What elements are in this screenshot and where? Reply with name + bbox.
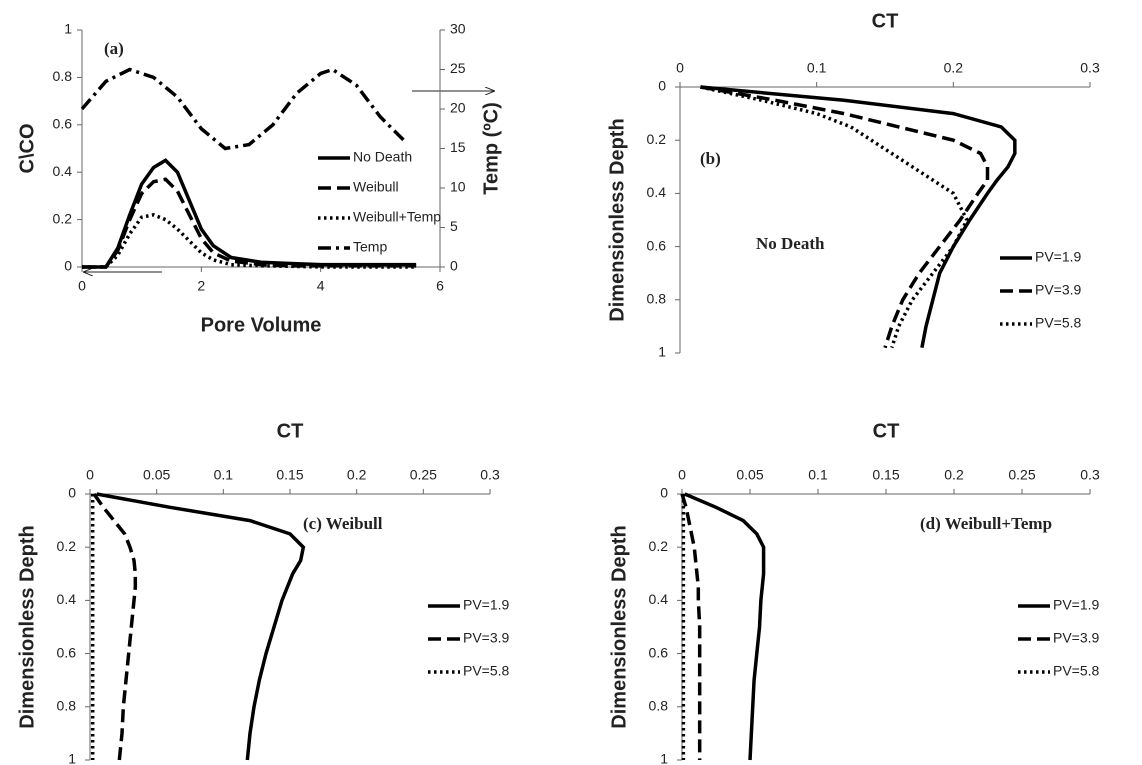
y-tick-label: 0.6	[649, 644, 669, 660]
series-line	[82, 177, 417, 269]
x-tick-label: 0.15	[872, 467, 899, 483]
annotation: (b)	[700, 149, 721, 168]
y2-tick-label: 10	[450, 179, 466, 195]
x-tick-label: 0.2	[944, 60, 964, 76]
y-tick-label: 0	[68, 485, 76, 501]
x-tick-label: 0.2	[347, 467, 367, 483]
y-tick-label: 0.8	[649, 698, 669, 714]
y2-axis-label: Temp (ºC)	[480, 102, 502, 194]
x-tick-label: 0	[78, 278, 86, 294]
x-tick-label: 0.3	[480, 467, 500, 483]
y-tick-label: 0.8	[57, 698, 77, 714]
x-axis-label: CT	[277, 420, 304, 442]
legend-label: Weibull	[353, 179, 399, 195]
y-tick-label: 0.4	[647, 184, 667, 200]
x-tick-label: 0.1	[214, 467, 234, 483]
x-tick-label: 0	[676, 60, 684, 76]
y-tick-label: 0.2	[647, 131, 667, 147]
y2-tick-label: 25	[450, 60, 466, 76]
x-tick-label: 0	[86, 467, 94, 483]
series-line	[700, 85, 1017, 349]
legend-label: PV=1.9	[463, 597, 510, 613]
y-tick-label: 0.8	[53, 68, 73, 84]
x-tick-label: 0.25	[1008, 467, 1035, 483]
y-tick-label: 0.6	[57, 644, 77, 660]
legend-label: PV=3.9	[1053, 630, 1100, 646]
series-line	[82, 158, 417, 269]
x-tick-label: 2	[197, 278, 205, 294]
x-tick-label: 0.3	[1080, 60, 1100, 76]
annotation: (a)	[104, 39, 124, 58]
y2-tick-label: 0	[450, 258, 458, 274]
x-tick-label: 6	[436, 278, 444, 294]
series-line	[700, 85, 990, 349]
y-tick-label: 1	[64, 21, 72, 37]
y2-tick-label: 15	[450, 139, 466, 155]
y-tick-label: 0	[658, 78, 666, 94]
legend-label: PV=3.9	[1035, 282, 1082, 298]
y-tick-label: 1	[68, 751, 76, 765]
y-tick-label: 0	[660, 485, 668, 501]
y-tick-label: 0.6	[53, 116, 73, 132]
x-tick-label: 4	[317, 278, 325, 294]
y-tick-label: 0.2	[57, 538, 77, 554]
y-tick-label: 0	[64, 258, 72, 274]
legend-label: No Death	[353, 149, 412, 165]
legend-label: PV=5.8	[463, 663, 510, 679]
legend-label: PV=1.9	[1035, 249, 1082, 265]
legend-label: PV=3.9	[463, 630, 510, 646]
series-line	[92, 492, 138, 761]
x-tick-label: 0.1	[807, 60, 827, 76]
x-axis-label: CT	[873, 420, 900, 442]
x-tick-label: 0.1	[808, 467, 828, 483]
y-tick-label: 0.2	[53, 210, 73, 226]
y2-tick-label: 20	[450, 100, 466, 116]
legend-label: Temp	[353, 239, 387, 255]
y-axis-label: C\CO	[16, 124, 38, 174]
x-tick-label: 0.05	[736, 467, 763, 483]
series-line	[700, 85, 969, 349]
annotation: No Death	[756, 234, 825, 253]
y-axis-label: Dimensionless Depth	[608, 525, 630, 728]
y-tick-label: 0.2	[649, 538, 669, 554]
x-tick-label: 0.05	[143, 467, 170, 483]
y-tick-label: 0.8	[647, 291, 667, 307]
legend-label: PV=1.9	[1053, 597, 1100, 613]
x-tick-label: 0.25	[410, 467, 437, 483]
y2-tick-label: 5	[450, 218, 458, 234]
y-tick-label: 0.4	[649, 591, 669, 607]
x-tick-label: 0.3	[1080, 467, 1100, 483]
annotation: (c) Weibull	[303, 514, 383, 533]
y-tick-label: 0.6	[647, 237, 667, 253]
legend-label: Weibull+Temp	[353, 209, 441, 225]
x-tick-label: 0	[678, 467, 686, 483]
legend-label: PV=5.8	[1053, 663, 1100, 679]
y-tick-label: 1	[660, 751, 668, 765]
series-line	[684, 492, 766, 761]
x-axis-label: CT	[872, 10, 899, 32]
legend-label: PV=5.8	[1035, 315, 1082, 331]
x-axis-label: Pore Volume	[201, 314, 322, 336]
series-line	[82, 213, 417, 269]
y-tick-label: 0.4	[57, 591, 77, 607]
y-axis-label: Dimensionless Depth	[606, 118, 628, 321]
y-tick-label: 0.4	[53, 163, 73, 179]
y2-tick-label: 30	[450, 21, 466, 37]
y-axis-label: Dimensionless Depth	[16, 525, 38, 728]
annotation: (d) Weibull+Temp	[920, 514, 1052, 533]
series-line	[96, 492, 306, 761]
series-line	[80, 67, 406, 151]
x-tick-label: 0.2	[944, 467, 964, 483]
x-tick-label: 0.15	[276, 467, 303, 483]
y-tick-label: 1	[658, 344, 666, 360]
